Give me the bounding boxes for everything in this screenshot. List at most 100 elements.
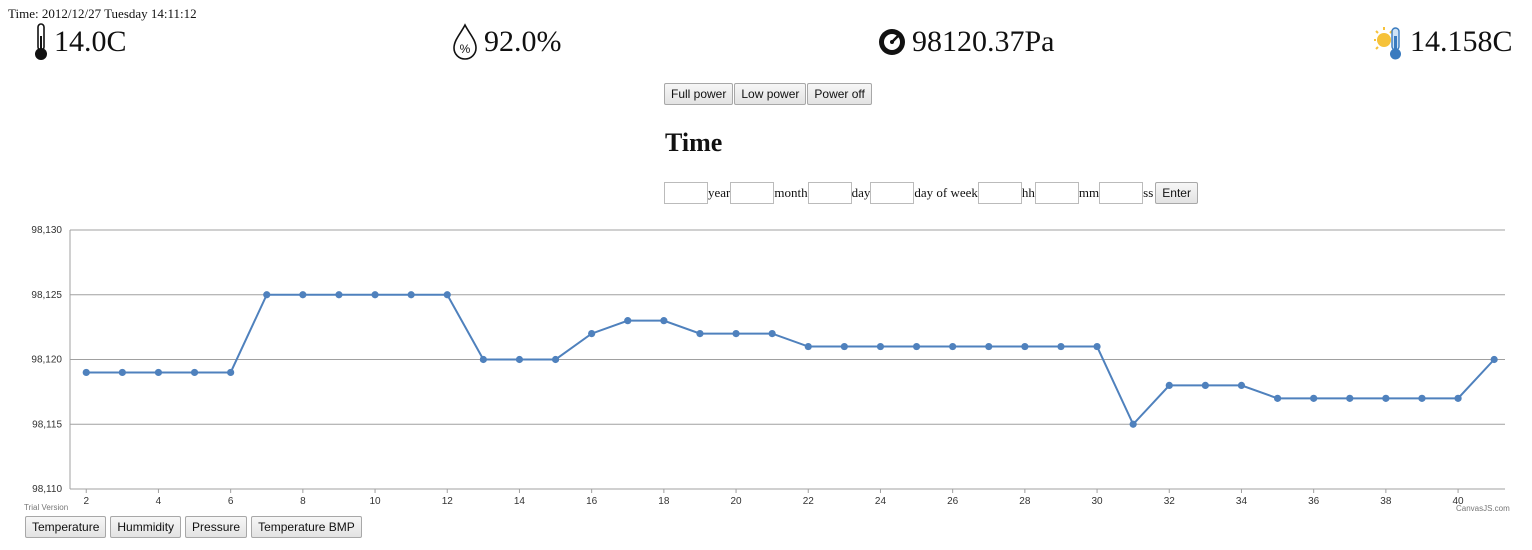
- day-of-week-input[interactable]: [870, 182, 915, 204]
- data-point[interactable]: [1021, 342, 1029, 351]
- enter-button[interactable]: Enter: [1155, 182, 1198, 204]
- x-tick-label: 30: [1092, 496, 1104, 507]
- x-tick-label: 18: [658, 496, 670, 507]
- data-point[interactable]: [624, 317, 632, 325]
- day-input[interactable]: [807, 182, 852, 204]
- data-point[interactable]: [335, 291, 343, 299]
- temperature-series-button[interactable]: Temperature: [25, 516, 107, 538]
- x-tick-label: 16: [586, 496, 598, 507]
- data-point[interactable]: [1346, 394, 1354, 402]
- x-tick-label: 22: [803, 496, 815, 507]
- data-point[interactable]: [227, 368, 235, 377]
- series-selector: Temperature Hummidity Pressure Temperatu…: [25, 516, 366, 538]
- hour-label: hh: [1021, 185, 1035, 200]
- data-point[interactable]: [1165, 381, 1173, 389]
- data-point[interactable]: [515, 355, 524, 364]
- temperature-bmp-series-button[interactable]: Temperature BMP: [251, 516, 362, 538]
- data-point[interactable]: [1201, 381, 1209, 389]
- data-point[interactable]: [118, 368, 126, 377]
- data-point[interactable]: [696, 330, 704, 338]
- data-point[interactable]: [1273, 394, 1282, 402]
- canvasjs-credit-link[interactable]: CanvasJS.com: [1456, 504, 1510, 513]
- data-point[interactable]: [1454, 394, 1462, 402]
- data-point[interactable]: [263, 291, 271, 299]
- time-heading: Time: [665, 128, 723, 157]
- humidity-value: 92.0%: [484, 25, 562, 58]
- data-point[interactable]: [768, 330, 776, 338]
- data-point[interactable]: [299, 291, 307, 299]
- x-tick-label: 4: [156, 496, 162, 507]
- power-off-button[interactable]: Power off: [807, 83, 872, 105]
- pressure-reading: 98120.37Pa: [876, 20, 1055, 64]
- humidity-series-button[interactable]: Hummidity: [110, 516, 182, 538]
- temperature-value: 14.0C: [54, 25, 127, 58]
- minute-label: mm: [1078, 185, 1100, 200]
- humidity-reading: % 92.0%: [450, 20, 562, 64]
- x-tick-label: 32: [1164, 496, 1176, 507]
- data-point[interactable]: [479, 355, 487, 364]
- data-point[interactable]: [1129, 420, 1137, 428]
- hour-input[interactable]: [977, 182, 1022, 204]
- y-tick-label: 98,125: [31, 290, 62, 301]
- data-point[interactable]: [443, 291, 451, 299]
- temperature-reading: 14.0C: [32, 20, 127, 64]
- month-label: month: [774, 185, 808, 200]
- temperature-bmp-reading: 14.158C: [1372, 20, 1513, 64]
- second-input[interactable]: [1099, 182, 1144, 204]
- second-label: ss: [1143, 185, 1154, 200]
- data-point[interactable]: [1490, 355, 1498, 364]
- day-of-week-label: day of week: [914, 185, 978, 200]
- trial-version-note: Trial Version: [24, 503, 69, 512]
- pressure-series-button[interactable]: Pressure: [185, 516, 248, 538]
- x-tick-label: 8: [300, 496, 306, 507]
- data-point[interactable]: [588, 330, 596, 338]
- minute-input[interactable]: [1034, 182, 1079, 204]
- data-point[interactable]: [1093, 342, 1101, 351]
- data-point[interactable]: [551, 355, 560, 364]
- data-point[interactable]: [407, 291, 415, 299]
- data-point[interactable]: [1418, 394, 1426, 402]
- x-tick-label: 24: [875, 496, 887, 507]
- x-tick-label: 34: [1236, 496, 1248, 507]
- data-point[interactable]: [840, 342, 848, 351]
- data-point[interactable]: [876, 342, 885, 351]
- data-point[interactable]: [371, 291, 379, 299]
- sun-thermometer-icon: [1372, 22, 1406, 62]
- data-point[interactable]: [190, 368, 199, 377]
- data-point[interactable]: [1382, 394, 1390, 402]
- power-controls: Full power Low power Power off: [664, 83, 873, 105]
- data-point[interactable]: [732, 330, 740, 338]
- data-point[interactable]: [804, 342, 812, 351]
- data-point[interactable]: [82, 368, 90, 377]
- data-point[interactable]: [660, 317, 668, 325]
- low-power-button[interactable]: Low power: [734, 83, 807, 105]
- full-power-button[interactable]: Full power: [664, 83, 734, 105]
- data-point[interactable]: [985, 342, 993, 351]
- data-point[interactable]: [154, 368, 163, 377]
- year-label: year: [708, 185, 731, 200]
- temperature-bmp-value: 14.158C: [1410, 25, 1513, 58]
- x-tick-label: 20: [730, 496, 742, 507]
- pressure-gauge-icon: [876, 22, 908, 62]
- x-tick-label: 36: [1308, 496, 1320, 507]
- x-tick-label: 38: [1380, 496, 1392, 507]
- svg-text:%: %: [460, 42, 471, 56]
- data-point[interactable]: [949, 342, 957, 351]
- month-input[interactable]: [730, 182, 775, 204]
- x-tick-label: 10: [369, 496, 381, 507]
- humidity-drop-icon: %: [450, 22, 480, 62]
- x-tick-label: 12: [442, 496, 454, 507]
- year-input[interactable]: [664, 182, 708, 204]
- x-tick-label: 14: [514, 496, 526, 507]
- x-tick-label: 28: [1019, 496, 1031, 507]
- y-tick-label: 98,110: [32, 484, 62, 495]
- data-point[interactable]: [1057, 342, 1065, 351]
- data-point[interactable]: [1237, 381, 1246, 389]
- x-tick-label: 6: [228, 496, 234, 507]
- data-point[interactable]: [1310, 394, 1318, 402]
- y-tick-label: 98,115: [32, 419, 62, 430]
- y-tick-label: 98,130: [31, 225, 62, 236]
- time-set-form: year month day day of week hh mm ss Ente…: [664, 182, 1198, 204]
- data-point[interactable]: [912, 342, 921, 351]
